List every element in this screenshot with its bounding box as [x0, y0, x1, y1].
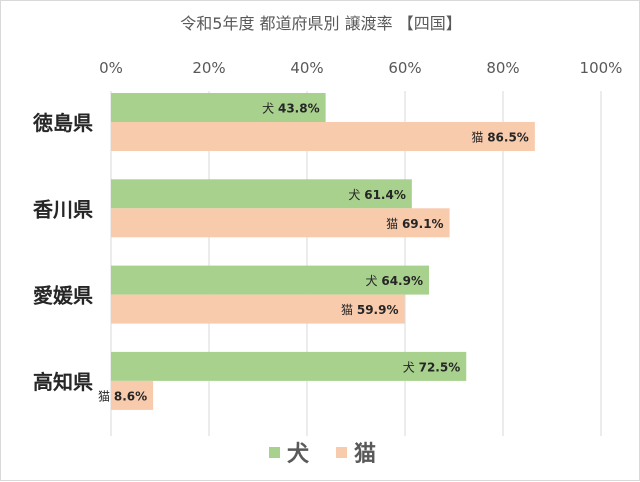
data-label-value: 72.5% — [419, 360, 461, 374]
data-label-series: 犬 — [366, 274, 382, 288]
data-label: 猫 59.9% — [341, 303, 398, 317]
data-label: 犬 72.5% — [403, 360, 460, 374]
data-label-series: 猫 — [341, 303, 357, 317]
data-label-series: 猫 — [471, 131, 487, 145]
data-label-series: 猫 — [386, 217, 402, 231]
x-tick-label: 60% — [388, 59, 421, 77]
data-label-value: 59.9% — [357, 303, 399, 317]
data-label: 犬 61.4% — [348, 188, 405, 202]
x-tick-label: 100% — [580, 59, 623, 77]
category-label: 愛媛県 — [33, 284, 93, 308]
chart-title: 令和5年度 都道府県別 譲渡率 【四国】 — [180, 14, 461, 33]
legend-swatch — [336, 447, 347, 458]
x-tick-label: 20% — [192, 59, 225, 77]
category-label: 徳島県 — [32, 111, 93, 135]
data-label-value: 69.1% — [402, 217, 444, 231]
data-label-value: 61.4% — [364, 188, 406, 202]
bars — [111, 93, 535, 410]
data-label-series: 犬 — [403, 360, 419, 374]
legend-swatch — [269, 447, 280, 458]
legend-label: 猫 — [354, 442, 376, 467]
data-label-value: 64.9% — [381, 274, 423, 288]
category-label: 高知県 — [33, 370, 93, 394]
data-labels: 犬 43.8% 猫 86.5% 犬 61.4% 猫 69.1% 犬 64.9% 猫 59.… — [98, 102, 529, 404]
bar-dog — [111, 351, 467, 381]
data-label-series: 犬 — [262, 102, 278, 116]
x-tick-label: 40% — [290, 59, 323, 77]
x-tick-label: 80% — [486, 59, 519, 77]
legend: 犬猫 — [269, 442, 376, 467]
data-label: 猫 8.6% — [98, 389, 147, 403]
bar-dog — [111, 93, 326, 122]
x-axis-ticks: 0% 20% 40% 60% 80% 100% — [99, 59, 622, 77]
data-label-value: 8.6% — [114, 389, 147, 403]
data-label-value: 86.5% — [487, 131, 529, 145]
data-label-series: 犬 — [348, 188, 364, 202]
x-tick-label: 0% — [99, 59, 123, 77]
bar-dog — [111, 265, 430, 295]
data-label: 犬 43.8% — [262, 102, 319, 116]
bar-cat — [111, 208, 450, 238]
bar-cat — [111, 122, 535, 151]
data-label: 猫 69.1% — [386, 217, 443, 231]
bar-cat — [111, 380, 154, 410]
data-label-value: 43.8% — [278, 102, 320, 116]
data-label: 猫 86.5% — [471, 131, 528, 145]
data-label-series: 猫 — [98, 389, 114, 403]
category-label: 香川県 — [33, 197, 93, 221]
data-label: 犬 64.9% — [366, 274, 423, 288]
legend-label: 犬 — [287, 442, 310, 467]
bar-dog — [111, 179, 412, 209]
bar-cat — [111, 294, 405, 324]
